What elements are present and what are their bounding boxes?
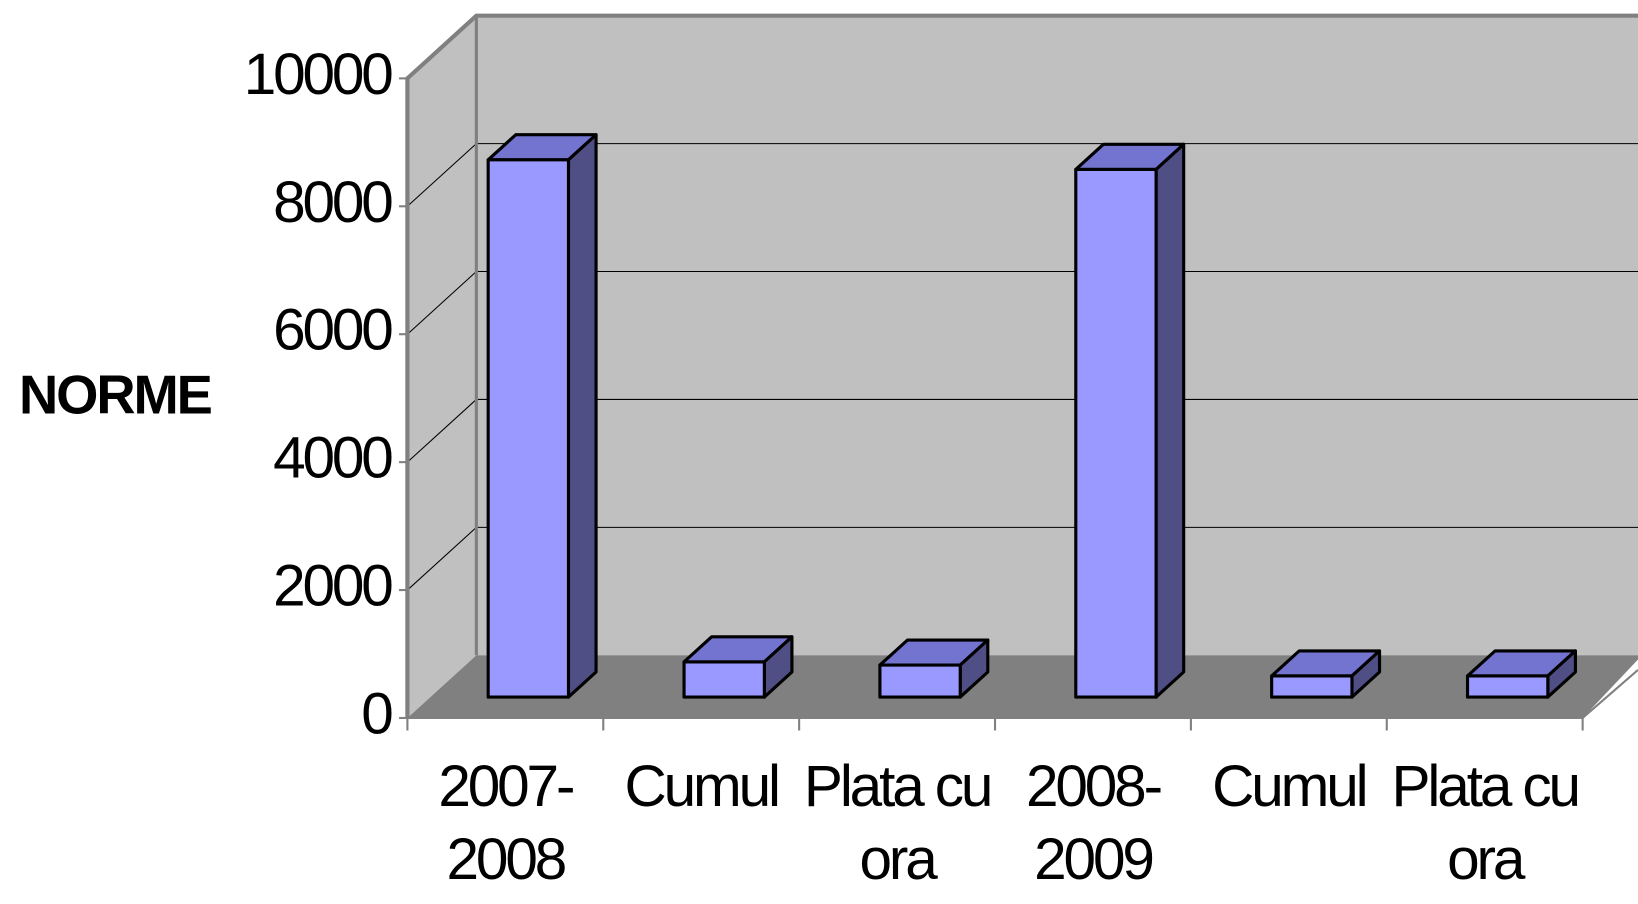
x-tick-label: Plata cu ora — [1391, 752, 1581, 892]
x-label-box: Cumul — [1212, 752, 1369, 819]
bar-front — [1074, 167, 1158, 699]
bar — [486, 133, 598, 699]
grid-line — [407, 399, 477, 463]
y-tick-label: 10000 — [244, 42, 393, 107]
bar-front — [486, 158, 571, 699]
y-tick-label: 8000 — [273, 170, 392, 235]
bar — [878, 638, 990, 699]
x-label-box: Plata cu ora — [1391, 752, 1581, 892]
bar — [1270, 649, 1382, 699]
bar-side — [1154, 142, 1186, 699]
side-wall — [407, 15, 477, 718]
x-label-box: Cumul — [624, 752, 782, 819]
bar-front — [682, 660, 766, 699]
x-tick-label: 2007-2008 — [438, 752, 575, 892]
bar-front — [1465, 674, 1550, 699]
y-tick-label: 4000 — [273, 426, 392, 491]
x-label-box: Plata cu ora — [803, 752, 993, 892]
bar-side — [566, 133, 598, 699]
x-tick-label: Cumul — [1212, 752, 1369, 819]
bar — [1074, 142, 1186, 699]
x-label-box: 2008-2009 — [1025, 752, 1163, 892]
bar — [682, 635, 794, 699]
wall-edge — [405, 13, 1638, 718]
grid-line — [407, 271, 477, 335]
x-tick-label: Plata cu ora — [803, 752, 993, 892]
grid-line — [407, 143, 477, 207]
bar — [1465, 649, 1577, 699]
y-tick-label: 6000 — [273, 298, 392, 363]
back-wall — [476, 15, 1638, 656]
x-tick-label: Cumul — [624, 752, 782, 819]
x-label-box: 2007-2008 — [438, 752, 575, 892]
y-tick-label: 2000 — [273, 554, 392, 619]
x-tick-label: 2008-2009 — [1025, 752, 1163, 892]
y-tick-label: 0 — [361, 681, 392, 746]
bar-front — [878, 663, 962, 699]
y-axis-label: NORME — [19, 365, 212, 426]
grid-line — [407, 526, 477, 591]
bar-front — [1270, 674, 1354, 699]
